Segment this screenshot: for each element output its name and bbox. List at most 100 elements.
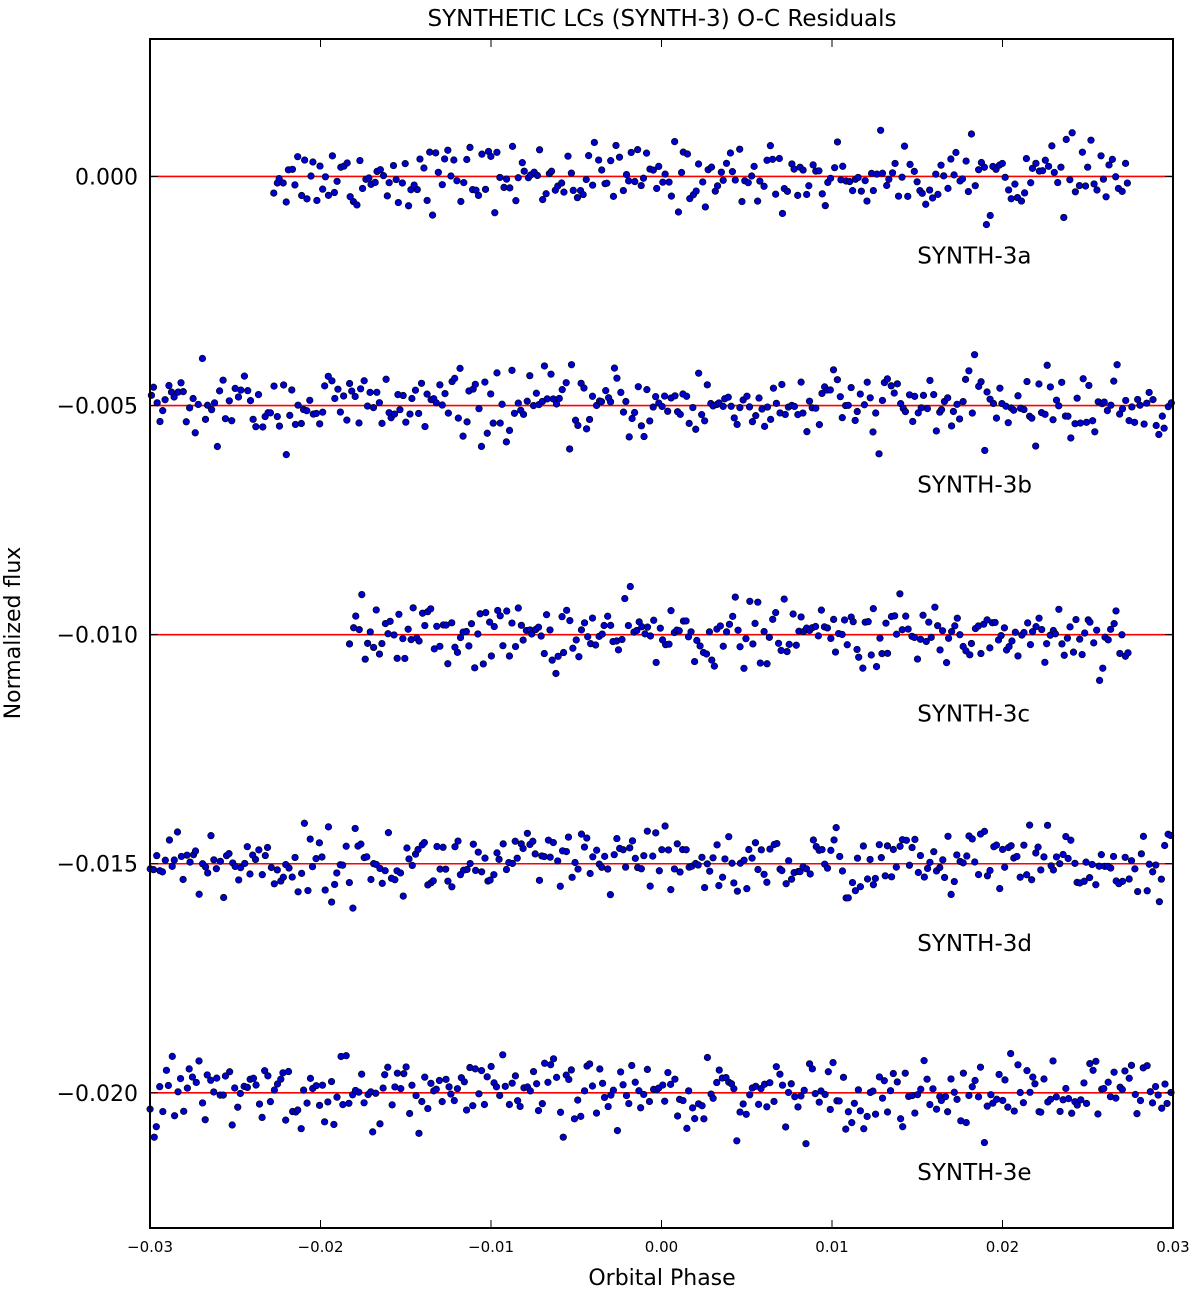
data-point <box>1100 1084 1108 1093</box>
data-point <box>1084 163 1092 171</box>
data-point <box>312 1082 320 1090</box>
data-point <box>746 597 754 605</box>
data-point <box>631 1078 639 1086</box>
data-point <box>1154 1091 1162 1099</box>
data-point <box>1040 853 1048 861</box>
x-tick-label: 0.01 <box>815 1238 848 1256</box>
data-point <box>540 362 549 370</box>
data-point <box>797 1092 805 1100</box>
data-point <box>252 423 260 431</box>
data-point <box>725 833 733 841</box>
data-point <box>221 1072 230 1080</box>
data-point <box>931 603 939 611</box>
data-point <box>1079 375 1087 383</box>
data-point <box>689 1104 697 1112</box>
data-point <box>930 848 938 856</box>
data-point <box>674 208 683 216</box>
data-point <box>282 1116 290 1124</box>
data-point <box>565 1075 573 1084</box>
data-point <box>899 1123 907 1131</box>
data-point <box>291 853 299 862</box>
data-point <box>908 843 916 852</box>
data-point <box>738 197 746 206</box>
data-markers <box>146 126 1175 1148</box>
data-point <box>559 648 568 657</box>
data-point <box>1160 424 1168 432</box>
data-point <box>408 1081 416 1089</box>
data-point <box>1075 181 1084 190</box>
data-point <box>898 626 906 634</box>
data-point <box>964 187 972 196</box>
data-point <box>794 191 802 199</box>
data-point <box>384 630 392 638</box>
data-point <box>334 385 342 393</box>
data-point <box>324 191 333 199</box>
data-point <box>863 378 871 386</box>
data-point <box>566 445 574 453</box>
data-point <box>152 1123 160 1131</box>
data-point <box>493 369 501 377</box>
data-point <box>905 861 914 869</box>
data-point <box>902 836 911 844</box>
data-point <box>965 1091 973 1100</box>
data-point <box>875 1073 883 1081</box>
data-point <box>241 859 249 868</box>
data-point <box>540 649 548 658</box>
data-point <box>358 1070 366 1078</box>
data-point <box>860 401 869 409</box>
data-point <box>877 126 885 134</box>
data-point <box>1112 1094 1120 1102</box>
data-point <box>363 853 371 861</box>
data-point <box>856 390 864 398</box>
data-point <box>1161 1080 1169 1088</box>
data-point <box>424 1104 432 1113</box>
data-point <box>769 384 778 392</box>
data-point <box>785 857 793 865</box>
data-point <box>814 632 822 640</box>
data-point <box>1118 877 1127 885</box>
data-point <box>1125 1074 1133 1082</box>
data-point <box>584 633 592 641</box>
data-point <box>748 854 756 862</box>
data-point <box>375 650 384 658</box>
data-point <box>968 409 976 417</box>
data-point <box>198 1099 207 1107</box>
data-point <box>780 595 788 603</box>
data-point <box>542 611 551 619</box>
data-point <box>630 408 639 417</box>
data-point <box>506 184 514 192</box>
data-point <box>493 148 501 156</box>
data-point <box>869 881 877 889</box>
data-point <box>534 1106 543 1115</box>
data-point <box>679 1096 687 1105</box>
data-point <box>438 401 446 409</box>
data-point <box>213 1074 221 1082</box>
data-point <box>633 626 641 635</box>
data-point <box>345 1099 353 1107</box>
data-point <box>778 1081 787 1089</box>
data-point <box>360 1099 368 1107</box>
data-point <box>451 843 459 851</box>
data-point <box>839 1073 848 1081</box>
data-point <box>572 636 580 644</box>
data-point <box>450 156 458 164</box>
data-point <box>719 642 727 650</box>
data-point <box>953 400 961 408</box>
data-point <box>567 1066 575 1074</box>
data-point <box>1157 875 1165 883</box>
data-point <box>942 659 951 667</box>
data-point <box>728 859 736 867</box>
data-point <box>866 394 874 402</box>
data-point <box>643 827 651 835</box>
data-point <box>999 1096 1007 1105</box>
data-point <box>815 1098 823 1106</box>
data-point <box>165 836 174 844</box>
data-point <box>408 394 416 403</box>
data-point <box>748 418 757 426</box>
data-point <box>777 646 785 655</box>
data-point <box>911 392 919 400</box>
data-point <box>448 883 456 891</box>
data-point <box>635 1087 643 1095</box>
data-point <box>1163 1099 1171 1108</box>
data-point <box>275 422 284 430</box>
